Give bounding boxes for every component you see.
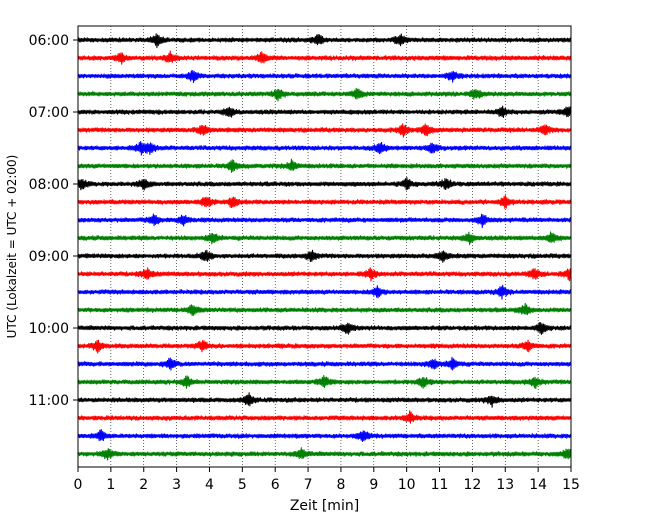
x-tick-label: 13 xyxy=(496,477,514,493)
trace-09-15 xyxy=(77,267,572,282)
trace-07-15 xyxy=(77,123,572,138)
trace-08-45 xyxy=(77,231,572,246)
x-tick-label: 4 xyxy=(205,477,214,493)
trace-07-30 xyxy=(77,140,572,156)
x-tick-label: 14 xyxy=(529,477,547,493)
x-tick-label: 0 xyxy=(74,477,83,493)
y-tick-label: 06:00 xyxy=(29,33,69,49)
y-axis-ticks: 06:00 07:00 08:00 09:00 10:00 11:00 xyxy=(29,33,78,409)
x-tick-label: 12 xyxy=(463,477,481,493)
trace-11-30 xyxy=(77,428,572,443)
x-tick-label: 7 xyxy=(304,477,313,493)
trace-09-30 xyxy=(77,284,572,300)
trace-10-45 xyxy=(77,375,572,390)
trace-06-00 xyxy=(77,33,572,49)
plot-frame xyxy=(77,25,572,468)
x-axis-label: Zeit [min] xyxy=(290,498,359,514)
x-tick-label: 3 xyxy=(172,477,181,493)
x-tick-label: 11 xyxy=(431,477,449,493)
x-tick-label: 1 xyxy=(106,477,115,493)
trace-06-30 xyxy=(77,70,572,83)
trace-10-15 xyxy=(77,339,572,354)
trace-08-00 xyxy=(77,177,572,191)
trace-11-15 xyxy=(77,410,572,424)
trace-06-45 xyxy=(77,87,572,102)
trace-11-45 xyxy=(77,447,572,461)
y-tick-label: 07:00 xyxy=(29,105,69,121)
trace-11-00 xyxy=(77,392,572,408)
trace-06-15 xyxy=(77,50,572,65)
trace-09-00 xyxy=(77,249,572,263)
trace-08-30 xyxy=(77,213,572,229)
x-tick-label: 5 xyxy=(238,477,247,493)
y-tick-label: 10:00 xyxy=(29,321,69,337)
y-tick-label: 09:00 xyxy=(29,249,69,265)
trace-layer xyxy=(77,33,572,461)
trace-09-45 xyxy=(77,302,572,317)
trace-10-30 xyxy=(77,356,572,371)
y-tick-label: 11:00 xyxy=(29,393,69,409)
x-tick-label: 6 xyxy=(271,477,280,493)
y-axis-label: UTC (Lokalzeit = UTC + 02:00) xyxy=(5,155,19,339)
trace-10-00 xyxy=(77,322,572,336)
trace-08-15 xyxy=(77,194,572,209)
x-tick-label: 2 xyxy=(139,477,148,493)
x-axis-ticks: 0 1 2 3 4 5 6 7 8 9 10 11 12 13 14 15 xyxy=(74,467,580,493)
y-tick-label: 08:00 xyxy=(29,177,69,193)
x-tick-label: 10 xyxy=(398,477,416,493)
x-tick-label: 9 xyxy=(369,477,378,493)
x-tick-label: 8 xyxy=(336,477,345,493)
x-tick-label: 15 xyxy=(562,477,580,493)
trace-07-45 xyxy=(77,158,572,173)
trace-07-00 xyxy=(77,105,572,119)
